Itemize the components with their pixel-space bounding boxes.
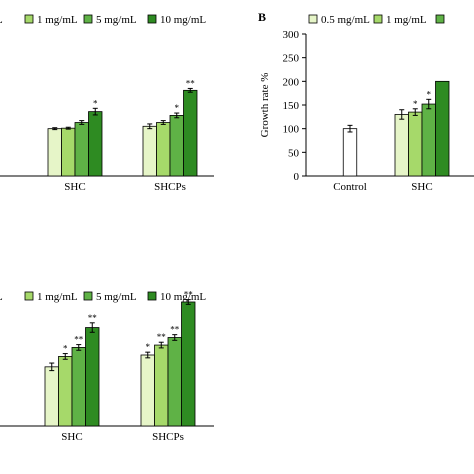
bar-shcps-1 — [154, 344, 169, 427]
bar-shc-2 — [421, 103, 436, 177]
bar-shc-0 — [47, 128, 62, 177]
significance-mark: ** — [170, 325, 180, 335]
y-tick-label: 150 — [283, 100, 300, 112]
bar-shcps-1 — [156, 122, 171, 177]
panel-label: B — [258, 10, 266, 24]
legend-swatch-1 — [24, 291, 34, 301]
legend-swatch-0 — [308, 14, 318, 24]
legend-swatch-3 — [147, 291, 157, 301]
significance-mark: ** — [88, 313, 98, 323]
bar-shc-3 — [435, 80, 450, 177]
bar-control — [342, 128, 358, 177]
legend-label-1: 1 mg/mL — [37, 291, 78, 303]
legend-label-2: 5 mg/mL — [96, 291, 137, 303]
x-tick-label-shcps: SHCPs — [154, 181, 186, 193]
y-tick-label: 50 — [288, 147, 300, 159]
y-tick-label: 200 — [283, 76, 300, 88]
significance-mark: ** — [184, 290, 194, 300]
legend-swatch-3 — [147, 14, 157, 24]
legend-label-0: L — [0, 291, 3, 303]
bar-shc-2 — [74, 122, 89, 177]
legend-swatch-2 — [83, 14, 93, 24]
x-tick-label-shc: SHC — [64, 181, 85, 193]
legend-swatch-1 — [373, 14, 383, 24]
legend-swatch-2 — [435, 14, 445, 24]
y-tick-label: 0 — [294, 171, 300, 183]
bar-shcps-0 — [142, 125, 157, 177]
significance-mark: * — [146, 342, 151, 352]
x-tick-label-shcps: SHCPs — [152, 431, 184, 443]
bar-shcps-3 — [181, 301, 196, 427]
significance-mark: ** — [157, 332, 167, 342]
significance-mark: * — [93, 98, 98, 108]
bar-shcps-2 — [167, 337, 182, 427]
bar-shc-0 — [394, 114, 409, 177]
bar-shcps-0 — [140, 354, 155, 427]
y-tick-label: 250 — [283, 53, 300, 65]
bar-shcps-3 — [183, 89, 198, 177]
significance-mark: * — [63, 344, 68, 354]
y-tick-label: 100 — [283, 124, 300, 136]
legend-label-0: L — [0, 14, 3, 26]
significance-mark: ** — [74, 335, 84, 345]
x-tick-label-shc: SHC — [411, 181, 432, 193]
bar-shc-3 — [88, 111, 103, 177]
x-tick-label-shc: SHC — [61, 431, 82, 443]
significance-mark: ** — [186, 78, 196, 88]
significance-mark: * — [413, 99, 418, 109]
significance-mark: * — [175, 103, 180, 113]
y-tick-label: 300 — [283, 29, 300, 41]
bar-shc-0 — [44, 366, 59, 427]
bar-shc-2 — [71, 347, 86, 427]
legend-label-3: 10 mg/mL — [160, 14, 206, 26]
significance-mark: * — [427, 89, 432, 99]
legend-label-1: 1 mg/mL — [386, 14, 427, 26]
legend-label-3: 10 mg/mL — [160, 291, 206, 303]
bar-shc-1 — [58, 356, 73, 427]
legend-label-2: 5 mg/mL — [96, 14, 137, 26]
legend-swatch-1 — [24, 14, 34, 24]
legend-label-1: 1 mg/mL — [37, 14, 78, 26]
bar-shc-1 — [61, 127, 76, 177]
y-axis-label: Growth rate % — [259, 73, 271, 138]
bar-shc-1 — [408, 111, 423, 177]
bar-shc-3 — [85, 327, 100, 427]
bar-shcps-2 — [169, 115, 184, 177]
legend-label-0: 0.5 mg/mL — [321, 14, 370, 26]
x-tick-label-control: Control — [333, 181, 367, 193]
legend-swatch-2 — [83, 291, 93, 301]
